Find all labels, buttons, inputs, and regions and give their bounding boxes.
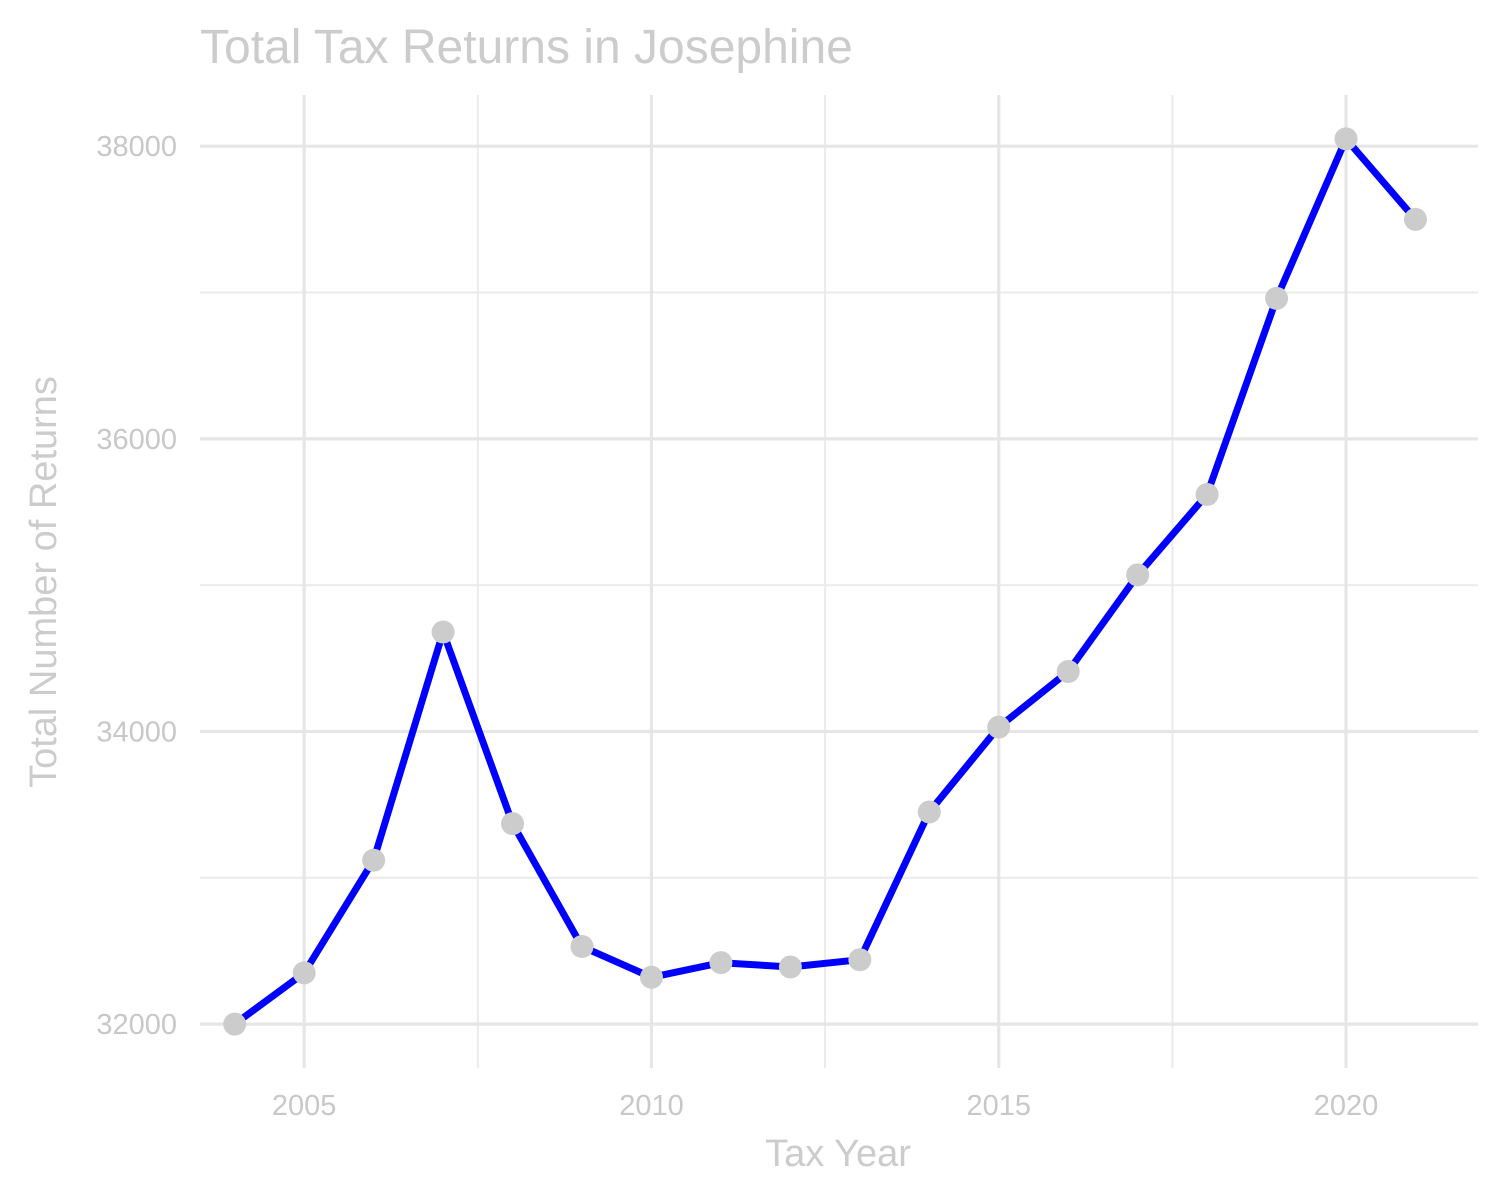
data-point [639, 965, 663, 989]
data-point [431, 620, 455, 644]
y-axis-title: Total Number of Returns [23, 376, 65, 788]
x-tick-label: 2020 [1314, 1090, 1379, 1122]
x-tick-label: 2010 [619, 1090, 684, 1122]
data-point [1195, 482, 1219, 506]
series-line [232, 135, 1419, 1027]
data-point [362, 848, 386, 872]
data-point [778, 955, 802, 979]
data-point [570, 935, 594, 959]
y-tick-label: 36000 [96, 424, 177, 456]
y-tick-label: 32000 [96, 1009, 177, 1041]
grid-lines [200, 95, 1478, 1068]
data-point [709, 951, 733, 975]
x-axis-title: Tax Year [765, 1133, 911, 1175]
y-tick-label: 34000 [96, 716, 177, 748]
data-point [1265, 286, 1289, 310]
x-tick-labels: 2005 2010 2015 2020 [272, 1090, 1378, 1122]
x-tick-label: 2015 [966, 1090, 1031, 1122]
data-point [501, 812, 525, 836]
x-tick-label: 2005 [272, 1090, 337, 1122]
data-point [917, 800, 941, 824]
y-tick-labels: 32000 34000 36000 38000 [96, 131, 177, 1041]
data-point [1403, 207, 1427, 231]
data-point [987, 715, 1011, 739]
data-point [1056, 659, 1080, 683]
data-point [223, 1012, 247, 1036]
data-point [292, 961, 316, 985]
chart-title: Total Tax Returns in Josephine [200, 21, 853, 74]
y-tick-label: 38000 [96, 131, 177, 163]
data-point [1334, 127, 1358, 151]
data-point [1126, 563, 1150, 587]
data-series [223, 127, 1427, 1036]
data-point [848, 948, 872, 972]
